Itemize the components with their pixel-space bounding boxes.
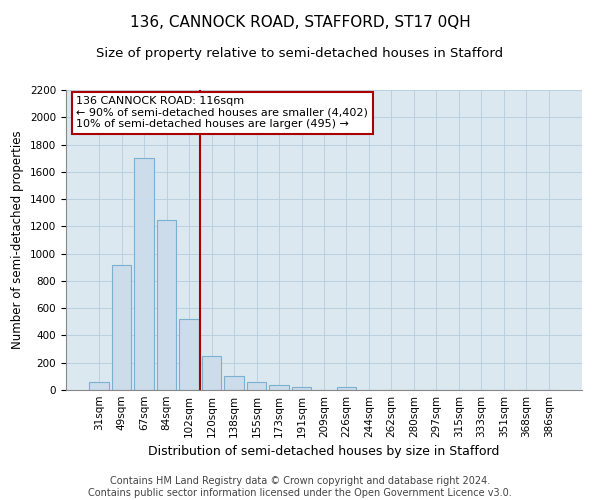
- Text: Contains HM Land Registry data © Crown copyright and database right 2024.
Contai: Contains HM Land Registry data © Crown c…: [88, 476, 512, 498]
- Bar: [247, 382, 266, 390]
- Y-axis label: Number of semi-detached properties: Number of semi-detached properties: [11, 130, 25, 350]
- X-axis label: Distribution of semi-detached houses by size in Stafford: Distribution of semi-detached houses by …: [148, 446, 500, 458]
- Bar: [292, 386, 311, 390]
- Bar: [112, 264, 131, 390]
- Text: 136, CANNOCK ROAD, STAFFORD, ST17 0QH: 136, CANNOCK ROAD, STAFFORD, ST17 0QH: [130, 15, 470, 30]
- Bar: [224, 376, 244, 390]
- Bar: [202, 356, 221, 390]
- Text: Size of property relative to semi-detached houses in Stafford: Size of property relative to semi-detach…: [97, 48, 503, 60]
- Bar: [337, 386, 356, 390]
- Bar: [179, 319, 199, 390]
- Bar: [269, 384, 289, 390]
- Bar: [157, 220, 176, 390]
- Bar: [134, 158, 154, 390]
- Text: 136 CANNOCK ROAD: 116sqm
← 90% of semi-detached houses are smaller (4,402)
10% o: 136 CANNOCK ROAD: 116sqm ← 90% of semi-d…: [76, 96, 368, 129]
- Bar: [89, 382, 109, 390]
